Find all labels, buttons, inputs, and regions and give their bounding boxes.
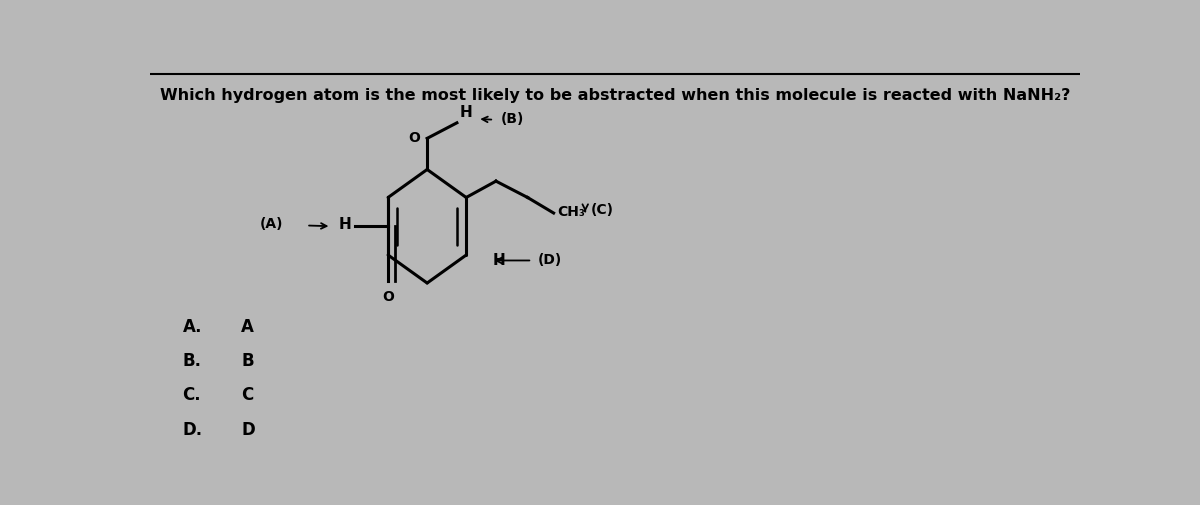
Text: D.: D. [182,421,203,439]
Text: D: D [241,421,254,439]
Text: B.: B. [182,352,202,370]
Text: B: B [241,352,253,370]
Text: O: O [382,290,394,305]
Text: H: H [338,217,350,232]
Text: H: H [492,253,505,268]
Text: H: H [460,105,473,120]
Text: O: O [408,131,420,145]
Text: (A): (A) [259,217,283,231]
Text: (B): (B) [500,112,524,126]
Text: A: A [241,318,254,336]
Text: A.: A. [182,318,202,336]
Text: Which hydrogen atom is the most likely to be abstracted when this molecule is re: Which hydrogen atom is the most likely t… [160,88,1070,103]
Text: CH₃: CH₃ [557,205,586,219]
Text: (D): (D) [538,252,562,267]
Text: C.: C. [182,386,202,405]
Text: C: C [241,386,253,405]
Text: (C): (C) [590,204,614,217]
